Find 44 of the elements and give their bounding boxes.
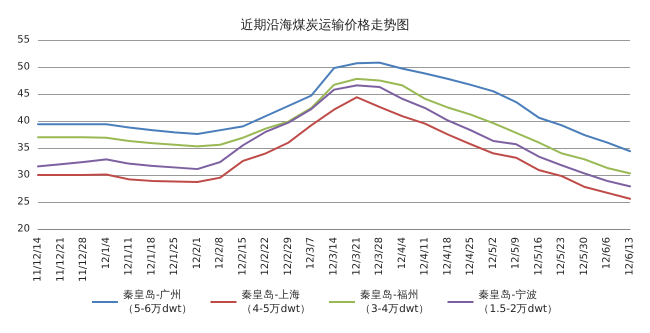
x-tick-label: 12/5/16 (533, 237, 544, 276)
x-tick-label: 12/1/18 (146, 237, 158, 276)
x-tick-label: 11/12/28 (78, 237, 90, 282)
x-tick-label: 12/2/15 (237, 237, 248, 276)
legend-label: 秦皇岛-广州（5-6万dwt） (122, 288, 192, 315)
y-tick-label: 40 (17, 116, 30, 126)
x-tick-label: 12/6/13 (624, 237, 636, 276)
y-tick-label: 50 (17, 62, 30, 72)
x-tick-label: 12/4/4 (396, 237, 408, 270)
y-tick-label: 35 (17, 142, 30, 154)
x-tick-label: 12/2/22 (260, 237, 272, 276)
x-tick-label: 12/4/25 (465, 237, 476, 276)
line-series (37, 96, 631, 200)
x-tick-label: 12/4/18 (442, 237, 454, 276)
y-tick-label: 55 (17, 34, 30, 46)
line-series (37, 78, 631, 174)
legend-label: 秦皇岛-上海（4-5万dwt） (241, 288, 312, 315)
x-tick-label: 11/12/21 (55, 237, 66, 282)
x-tick-label: 11/12/14 (32, 237, 44, 282)
y-tick-label: 25 (17, 196, 30, 208)
x-tick-label: 12/2/29 (282, 237, 294, 276)
x-tick-label: 12/1/4 (100, 237, 112, 270)
line-series (37, 62, 631, 152)
x-tick-label: 12/3/28 (374, 237, 386, 276)
x-tick-label: 12/5/2 (488, 237, 499, 270)
x-tick-label: 12/2/1 (192, 237, 203, 270)
legend-label: 秦皇岛-福州（3-4万dwt） (360, 288, 430, 315)
x-tick-label: 12/3/7 (306, 237, 317, 270)
x-tick-label: 12/4/11 (420, 237, 431, 276)
x-tick-label: 12/2/8 (214, 237, 226, 270)
x-tick-label: 12/1/25 (169, 237, 180, 276)
x-tick-label: 12/6/6 (602, 237, 613, 270)
y-tick-label: 20 (17, 224, 30, 234)
line-series (37, 84, 631, 188)
x-tick-label: 12/5/30 (578, 237, 590, 276)
x-tick-label: 12/5/9 (510, 237, 522, 270)
x-tick-label: 12/3/21 (351, 237, 362, 276)
legend-label: 秦皇岛-宁波（1.5-2万dwt） (478, 288, 558, 315)
y-tick-label: 45 (17, 88, 30, 100)
x-tick-label: 12/5/23 (556, 237, 568, 276)
y-tick-label: 30 (17, 170, 30, 180)
chart-title: 近期沿海煤炭运输价格走势图 (240, 18, 410, 33)
x-tick-label: 12/3/14 (328, 237, 340, 276)
x-tick-label: 12/1/11 (124, 237, 135, 276)
